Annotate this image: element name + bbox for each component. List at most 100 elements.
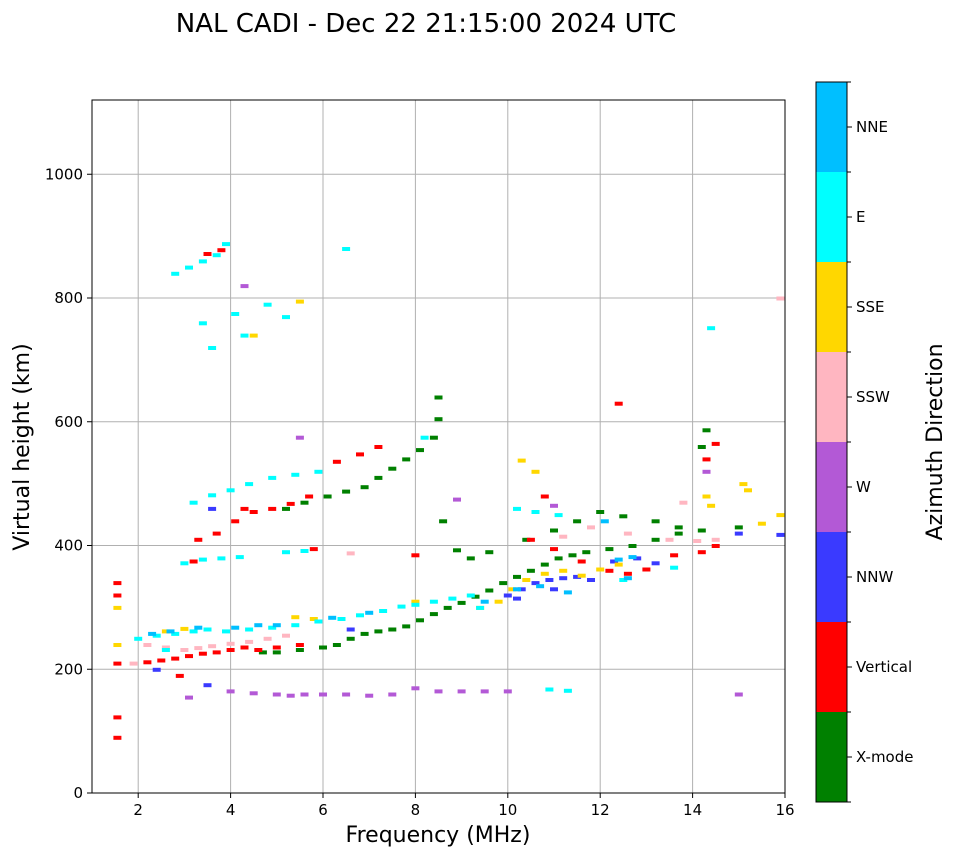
data-point [670,553,679,558]
data-point [222,629,230,634]
data-point [702,469,711,474]
data-point [776,532,785,537]
data-point [240,284,249,289]
data-point [623,571,632,576]
data-point [272,692,281,697]
data-point [235,555,244,560]
x-tick-label: 6 [318,801,328,819]
data-point [309,617,318,621]
y-axis-label: Virtual height (km) [10,343,35,550]
data-point [226,648,235,652]
data-point [342,247,351,251]
data-point [356,452,364,457]
data-point [113,581,122,586]
y-axis-ticks: 0 200 400 600 800 1000 [45,165,92,802]
data-point [573,519,582,524]
data-point [286,501,295,506]
data-point [429,612,438,617]
data-point [513,506,521,511]
data-point [342,489,351,494]
x-tick-label: 4 [226,801,236,819]
data-point [332,643,341,647]
data-point [411,553,420,558]
data-point [231,519,240,524]
data-point [411,686,420,691]
data-point [152,633,161,638]
colorbar-tick-label: Vertical [856,658,912,676]
data-point [226,488,235,493]
data-point [540,494,549,499]
data-point [113,715,122,720]
data-point [212,650,221,655]
data-point [485,550,494,555]
data-point [249,691,258,696]
data-point [545,578,554,582]
data-point [226,641,235,646]
data-point [268,506,277,511]
data-point [319,645,327,650]
data-point [295,648,304,652]
data-point [282,633,290,638]
data-point [448,596,457,601]
data-point [198,259,207,264]
data-point [674,525,683,530]
data-point [734,525,743,530]
data-point [453,548,461,553]
data-point [503,689,512,694]
colorbar-segment [816,532,847,622]
data-point [453,497,461,502]
data-point [212,531,221,536]
data-point [291,472,300,477]
data-point [642,567,651,572]
colorbar-segment [816,622,847,712]
colorbar-segment [816,172,847,262]
data-point [568,553,577,558]
y-tick-label: 1000 [45,165,83,183]
data-point [503,593,512,598]
data-point [254,623,263,628]
y-tick-label: 800 [54,289,83,307]
data-point [693,539,702,543]
data-point [129,661,138,666]
data-point [203,252,212,256]
data-point [679,500,688,505]
data-point [134,636,143,641]
data-point [388,692,397,697]
data-point [337,617,346,621]
data-point [295,435,304,440]
data-point [208,493,217,498]
data-point [614,557,623,562]
colorbar-segment [816,352,847,442]
data-point [282,506,290,511]
data-point [707,503,716,508]
data-point [757,521,766,526]
data-point [185,654,193,659]
data-point [559,568,568,573]
x-axis-label: Frequency (MHz) [346,823,531,848]
data-point [402,457,411,462]
series-w [185,284,743,700]
data-point [526,537,535,542]
colorbar-frame [815,81,848,803]
data-point [249,333,258,338]
data-point [166,629,175,634]
data-point [554,513,563,518]
data-point [231,625,240,630]
data-point [550,587,558,592]
data-point [374,629,383,634]
data-point [198,321,207,326]
data-point [194,646,203,651]
colorbar-segment [816,712,847,802]
data-point [540,571,549,576]
x-tick-label: 16 [775,801,794,819]
series-vertical [113,248,720,740]
data-point [328,615,337,620]
data-point [628,544,637,548]
data-point [309,547,318,552]
data-point [457,600,466,605]
data-point [522,578,531,582]
data-point [148,631,157,636]
data-point [222,242,230,247]
colorbar-segment [816,82,847,172]
data-point [295,299,304,304]
